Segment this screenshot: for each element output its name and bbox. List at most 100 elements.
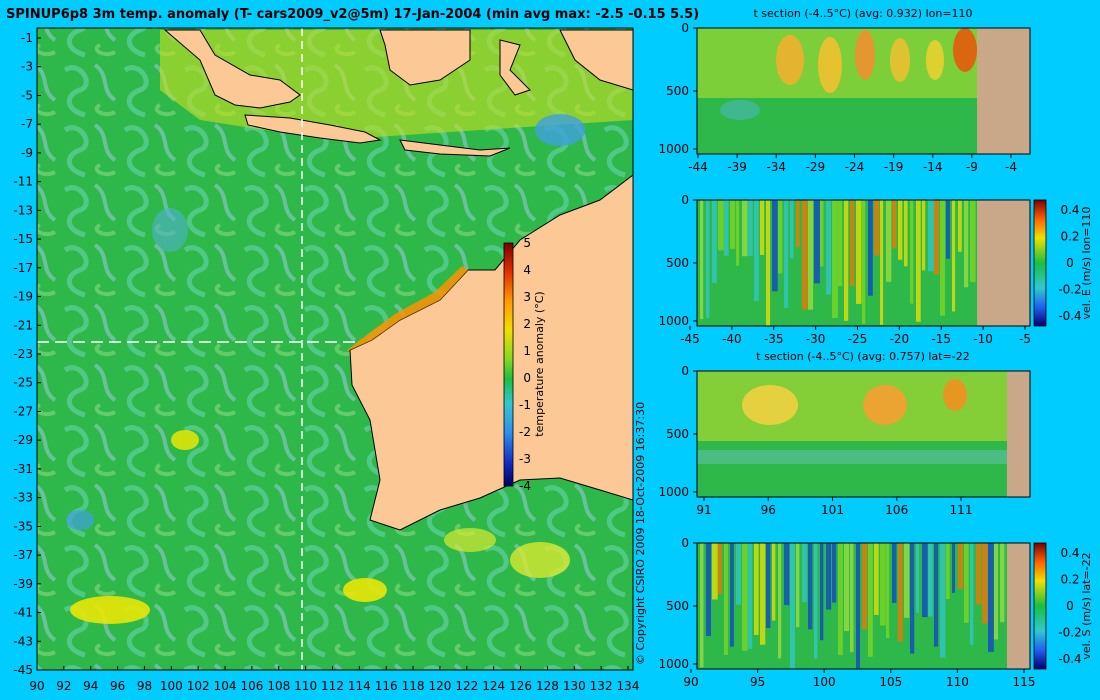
velocity-stripe: [778, 200, 783, 274]
p4-x-tick-label: 115: [1013, 675, 1036, 689]
p3-x-tick-label: 96: [761, 503, 776, 517]
velocity-stripe: [820, 543, 824, 641]
velocity-stripe: [928, 200, 934, 272]
velocity-stripe: [772, 200, 778, 292]
lat-tick-label: -5: [21, 88, 33, 102]
p4-x-tick-label: 100: [813, 675, 836, 689]
temperature-colorbar: [503, 242, 514, 487]
p1-x-tick-label: -39: [727, 160, 747, 174]
p1-x-tick-label: -34: [766, 160, 786, 174]
lon-tick-label: 94: [83, 679, 98, 693]
velocity-stripe: [844, 200, 849, 321]
cool-patch: [152, 208, 188, 252]
velocity-stripe: [820, 200, 824, 267]
velocity-stripe: [766, 200, 771, 326]
velocity-stripe: [910, 200, 914, 304]
panel3-plot: [697, 371, 1030, 497]
cool-patch: [535, 114, 585, 146]
velocity-stripe: [892, 543, 897, 603]
p1-x-tick-label: -19: [884, 160, 904, 174]
lon-tick-label: 118: [402, 679, 425, 693]
lon-tick-label: 124: [482, 679, 505, 693]
velocity-stripe: [940, 543, 946, 658]
p3-y-tick-label: 1000: [658, 485, 689, 499]
anomaly-patch: [444, 528, 496, 552]
p3-x-tick-label: 106: [885, 503, 908, 517]
temperature-colorbar-ticks: 5 4 3 2 1 0 -1 -2 -3 -4: [519, 236, 531, 493]
panel1-y-ticks: 0 500 1000: [658, 21, 697, 156]
velocity-stripe: [886, 543, 890, 639]
velocity-stripe: [976, 543, 982, 605]
panel2-x-ticks: -45 -40 -35 -30 -25 -20 -15 -10 -5: [680, 326, 1031, 346]
velocity-stripe: [808, 543, 813, 630]
velocity-stripe: [730, 200, 736, 249]
p2-x-tick-label: -30: [806, 332, 826, 346]
colorbar-tick-label: 3: [523, 290, 531, 304]
velocity-stripe: [850, 200, 855, 287]
velocity-stripe: [778, 543, 782, 659]
panel4-x-ticks: 90 95 100 105 110 115: [683, 669, 1035, 689]
velocity-stripe: [700, 543, 704, 668]
velocity-stripe: [826, 543, 832, 610]
velocity-stripe: [730, 543, 734, 647]
lat-tick-label: -39: [13, 577, 33, 591]
velocity-stripe: [964, 200, 969, 288]
velocity-stripe: [886, 200, 892, 282]
p2-x-tick-label: -40: [722, 332, 742, 346]
p2-colorbar-tick-label: -0.4: [1058, 309, 1081, 323]
panel2-plot: [697, 200, 1030, 326]
velocity-stripe: [904, 200, 908, 267]
lat-tick-label: -37: [13, 548, 33, 562]
panel4-colorbar: [1033, 542, 1047, 670]
panel4-plot: [697, 543, 1030, 669]
p2-x-tick-label: -20: [890, 332, 910, 346]
velocity-stripe: [742, 200, 748, 257]
p3-y-tick-label: 500: [666, 427, 689, 441]
anomaly-patch: [343, 578, 387, 602]
p1-y-tick-label: 500: [666, 84, 689, 98]
velocity-stripe: [766, 543, 771, 628]
velocity-stripe: [928, 543, 933, 617]
coastal-warm-strip: [345, 266, 468, 352]
p1-x-tick-label: -44: [688, 160, 708, 174]
velocity-stripe: [712, 543, 718, 600]
sulawesi-landmass: [499, 39, 531, 96]
p4-x-tick-label: 95: [750, 675, 765, 689]
velocity-stripe: [784, 200, 789, 308]
p1-x-tick-label: -24: [845, 160, 865, 174]
velocity-stripe: [796, 543, 800, 628]
panel3-x-ticks: 91 96 101 106 111: [696, 497, 972, 517]
p2-x-tick-label: -10: [973, 332, 993, 346]
panel3-title: t section (-4..5°C) (avg: 0.757) lat=-22: [756, 350, 969, 363]
map-title: SPINUP6p8 3m temp. anomaly (T- cars2009_…: [6, 7, 699, 22]
panel2-colorbar: [1033, 199, 1047, 327]
velocity-stripe: [748, 543, 753, 649]
anomaly-patch: [171, 430, 199, 450]
colorbar-tick-label: 5: [523, 236, 531, 250]
lat-tick-label: -43: [13, 634, 33, 648]
velocity-stripe: [754, 200, 759, 301]
velocity-stripe: [718, 200, 724, 251]
velocity-stripe: [754, 543, 759, 635]
lon-tick-label: 132: [590, 679, 613, 693]
velocity-stripe: [742, 543, 748, 651]
lon-tick-label: 114: [348, 679, 371, 693]
velocity-stripe: [832, 200, 838, 318]
velocity-stripe: [802, 200, 808, 310]
p2-y-tick-label: 1000: [658, 314, 689, 328]
velocity-stripe: [946, 200, 950, 259]
velocity-stripe: [970, 543, 974, 645]
lon-tick-label: 126: [509, 679, 532, 693]
panel2-colorbar-label: vel. E (m/s) lon=110: [1080, 207, 1093, 320]
velocity-stripe: [910, 543, 915, 654]
velocity-stripe: [916, 200, 921, 322]
lon-tick-label: 106: [240, 679, 263, 693]
velocity-stripe: [970, 200, 976, 283]
velocity-stripe: [964, 543, 969, 623]
lat-tick-label: -19: [13, 290, 33, 304]
p2-x-tick-label: -45: [680, 332, 700, 346]
lat-tick-label: -45: [13, 663, 33, 677]
velocity-stripe: [790, 200, 794, 259]
p4-colorbar-tick-label: -0.4: [1058, 652, 1081, 666]
lon-tick-label: 92: [56, 679, 71, 693]
